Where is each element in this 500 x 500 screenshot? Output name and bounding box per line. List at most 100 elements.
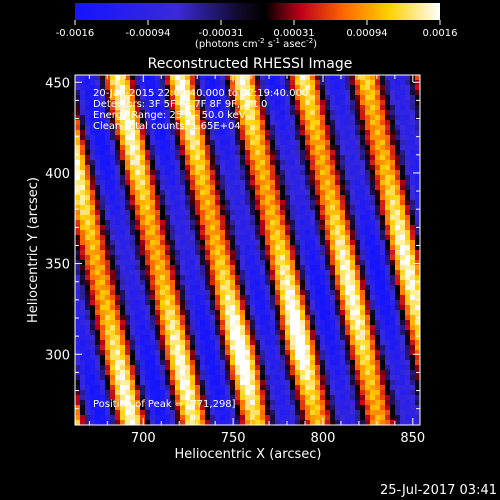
heatmap-cell: [130, 95, 136, 101]
heatmap-cell: [285, 310, 291, 316]
heatmap-cell: [255, 180, 261, 186]
heatmap-cell: [85, 390, 91, 396]
heatmap-cell: [290, 235, 296, 241]
heatmap-cell: [95, 325, 101, 331]
heatmap-cell: [380, 105, 386, 111]
heatmap-cell: [275, 90, 281, 96]
heatmap-cell: [110, 150, 116, 156]
heatmap-cell: [325, 150, 331, 156]
heatmap-cell: [325, 200, 331, 206]
heatmap-cell: [295, 215, 301, 221]
heatmap-cell: [295, 255, 301, 261]
heatmap-cell: [355, 365, 361, 371]
heatmap-cell: [295, 85, 301, 91]
heatmap-cell: [110, 175, 116, 181]
heatmap-cell: [370, 135, 376, 141]
heatmap-cell: [160, 275, 166, 281]
heatmap-cell: [305, 130, 311, 136]
heatmap-cell: [315, 370, 321, 376]
heatmap-cell: [75, 395, 81, 401]
heatmap-cell: [165, 395, 171, 401]
heatmap-cell: [255, 410, 261, 416]
heatmap-cell: [240, 145, 246, 151]
heatmap-cell: [140, 350, 146, 356]
heatmap-cell: [80, 230, 86, 236]
heatmap-cell: [330, 360, 336, 366]
heatmap-cell: [165, 135, 171, 141]
heatmap-cell: [235, 350, 241, 356]
heatmap-cell: [105, 155, 111, 161]
heatmap-cell: [215, 405, 221, 411]
heatmap-cell: [170, 95, 176, 101]
heatmap-cell: [395, 180, 401, 186]
heatmap-cell: [265, 215, 271, 221]
heatmap-cell: [315, 135, 321, 141]
heatmap-cell: [85, 155, 91, 161]
heatmap-cell: [300, 235, 306, 241]
heatmap-cell: [345, 215, 351, 221]
heatmap-cell: [295, 170, 301, 176]
heatmap-cell: [100, 140, 106, 146]
heatmap-cell: [340, 140, 346, 146]
heatmap-cell: [320, 215, 326, 221]
heatmap-cell: [415, 385, 420, 391]
heatmap-cell: [145, 210, 151, 216]
heatmap-cell: [75, 420, 81, 425]
heatmap-cell: [215, 290, 221, 296]
heatmap-cell: [390, 160, 396, 166]
heatmap-cell: [395, 275, 401, 281]
heatmap-cell: [375, 330, 381, 336]
heatmap-cell: [155, 275, 161, 281]
heatmap-cell: [315, 195, 321, 201]
heatmap-cell: [125, 175, 131, 181]
heatmap-cell: [355, 325, 361, 331]
heatmap-cell: [80, 155, 86, 161]
heatmap-cell: [310, 85, 316, 91]
heatmap-cell: [345, 140, 351, 146]
heatmap-cell: [120, 115, 126, 121]
heatmap-cell: [90, 225, 96, 231]
heatmap-cell: [275, 345, 281, 351]
heatmap-cell: [160, 395, 166, 401]
heatmap-cell: [195, 270, 201, 276]
heatmap-cell: [340, 355, 346, 361]
heatmap-cell: [260, 305, 266, 311]
heatmap-cell: [310, 170, 316, 176]
heatmap-cell: [415, 145, 420, 151]
heatmap-cell: [140, 300, 146, 306]
heatmap-cell: [105, 115, 111, 121]
heatmap-cell: [265, 305, 271, 311]
heatmap-cell: [360, 195, 366, 201]
heatmap-cell: [375, 75, 381, 81]
heatmap-cell: [205, 285, 211, 291]
heatmap-cell: [155, 245, 161, 251]
heatmap-cell: [325, 390, 331, 396]
heatmap-cell: [80, 115, 86, 121]
heatmap-cell: [75, 335, 81, 341]
heatmap-cell: [385, 315, 391, 321]
heatmap-cell: [230, 385, 236, 391]
heatmap-cell: [375, 285, 381, 291]
heatmap-cell: [395, 155, 401, 161]
heatmap-cell: [215, 340, 221, 346]
heatmap-cell: [405, 105, 411, 111]
heatmap-cell: [390, 175, 396, 181]
heatmap-cell: [140, 280, 146, 286]
heatmap-cell: [265, 160, 271, 166]
heatmap-cell: [245, 190, 251, 196]
heatmap-cell: [215, 90, 221, 96]
heatmap-cell: [170, 310, 176, 316]
heatmap-cell: [365, 175, 371, 181]
heatmap-cell: [320, 205, 326, 211]
heatmap-cell: [355, 80, 361, 86]
heatmap-cell: [385, 310, 391, 316]
heatmap-cell: [335, 365, 341, 371]
heatmap-cell: [395, 325, 401, 331]
heatmap-cell: [415, 320, 420, 326]
heatmap-cell: [80, 80, 86, 86]
heatmap-cell: [305, 410, 311, 416]
heatmap-cell: [80, 225, 86, 231]
heatmap-cell: [265, 275, 271, 281]
heatmap-cell: [215, 385, 221, 391]
heatmap-cell: [150, 415, 156, 421]
